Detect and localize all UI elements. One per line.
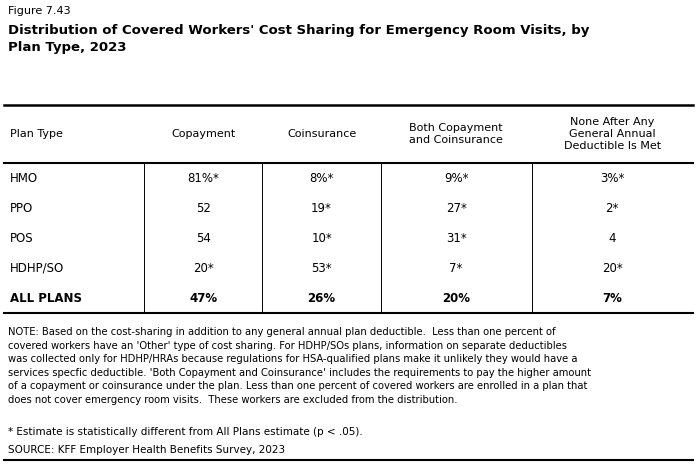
Text: * Estimate is statistically different from All Plans estimate (p < .05).: * Estimate is statistically different fr… bbox=[8, 427, 362, 437]
Text: Copayment: Copayment bbox=[171, 129, 236, 139]
Text: HDHP/SO: HDHP/SO bbox=[10, 262, 64, 275]
Text: 8%*: 8%* bbox=[309, 171, 334, 184]
Text: 26%: 26% bbox=[307, 292, 336, 305]
Text: HMO: HMO bbox=[10, 171, 38, 184]
Text: NOTE: Based on the cost-sharing in addition to any general annual plan deductibl: NOTE: Based on the cost-sharing in addit… bbox=[8, 327, 591, 405]
Text: PPO: PPO bbox=[10, 202, 33, 214]
Text: 20*: 20* bbox=[602, 262, 622, 275]
Text: 20%: 20% bbox=[442, 292, 470, 305]
Text: 52: 52 bbox=[196, 202, 210, 214]
Text: 4: 4 bbox=[608, 232, 616, 244]
Text: 10*: 10* bbox=[312, 232, 332, 244]
Text: None After Any
General Annual
Deductible Is Met: None After Any General Annual Deductible… bbox=[564, 117, 661, 152]
Text: 19*: 19* bbox=[311, 202, 332, 214]
Text: 47%: 47% bbox=[189, 292, 217, 305]
Point bbox=[140, 160, 148, 166]
Point bbox=[376, 310, 385, 316]
Text: 53*: 53* bbox=[312, 262, 332, 275]
Text: Coinsurance: Coinsurance bbox=[287, 129, 356, 139]
Text: 20*: 20* bbox=[193, 262, 213, 275]
Text: Plan Type: Plan Type bbox=[10, 129, 63, 139]
Point bbox=[140, 310, 148, 316]
Text: POS: POS bbox=[10, 232, 33, 244]
Text: Distribution of Covered Workers' Cost Sharing for Emergency Room Visits, by
Plan: Distribution of Covered Workers' Cost Sh… bbox=[8, 24, 590, 53]
Text: ALL PLANS: ALL PLANS bbox=[10, 292, 82, 305]
Text: 3%*: 3%* bbox=[600, 171, 625, 184]
Point bbox=[528, 160, 536, 166]
Text: 27*: 27* bbox=[445, 202, 466, 214]
Text: Figure 7.43: Figure 7.43 bbox=[8, 6, 70, 16]
Text: SOURCE: KFF Employer Health Benefits Survey, 2023: SOURCE: KFF Employer Health Benefits Sur… bbox=[8, 445, 285, 455]
Text: 7*: 7* bbox=[450, 262, 463, 275]
Text: 31*: 31* bbox=[446, 232, 466, 244]
Point bbox=[258, 160, 266, 166]
Text: 54: 54 bbox=[196, 232, 210, 244]
Text: 81%*: 81%* bbox=[187, 171, 219, 184]
Text: 7%: 7% bbox=[602, 292, 622, 305]
Point bbox=[528, 310, 536, 316]
Text: 2*: 2* bbox=[606, 202, 619, 214]
Point bbox=[376, 160, 385, 166]
Text: Both Copayment
and Coinsurance: Both Copayment and Coinsurance bbox=[409, 123, 503, 145]
Point bbox=[258, 310, 266, 316]
Text: 9%*: 9%* bbox=[444, 171, 468, 184]
